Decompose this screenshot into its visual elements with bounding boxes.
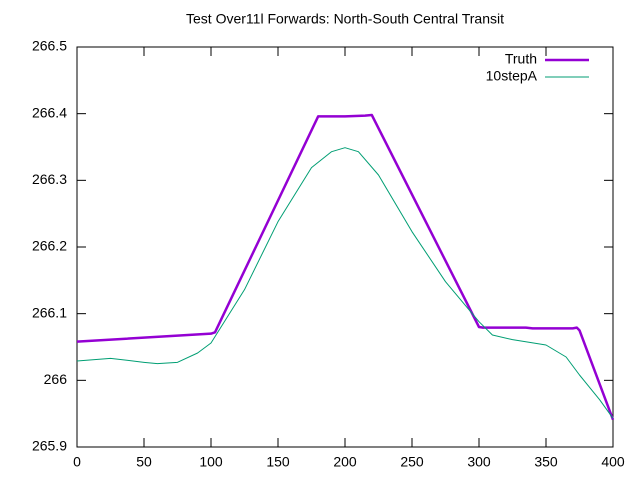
x-tick-label: 0 <box>73 454 81 470</box>
chart-title: Test Over11l Forwards: North-South Centr… <box>186 11 504 27</box>
x-tick-label: 350 <box>534 454 558 470</box>
y-tick-label: 265.9 <box>32 438 67 454</box>
x-tick-label: 100 <box>199 454 223 470</box>
y-tick-label: 266.2 <box>32 238 67 254</box>
x-tick-label: 300 <box>467 454 491 470</box>
x-tick-label: 250 <box>400 454 424 470</box>
y-tick-label: 266.5 <box>32 38 67 54</box>
y-tick-label: 266 <box>44 371 68 387</box>
x-tick-label: 150 <box>266 454 290 470</box>
x-tick-label: 50 <box>136 454 152 470</box>
x-tick-label: 400 <box>601 454 625 470</box>
x-tick-label: 200 <box>333 454 357 470</box>
series-line <box>76 113 615 421</box>
y-tick-label: 266.3 <box>32 171 67 187</box>
series-line <box>76 147 614 419</box>
plot-border <box>76 46 614 448</box>
y-tick-label: 266.4 <box>32 104 67 120</box>
y-tick-label: 266.1 <box>32 304 67 320</box>
legend-label: 10stepA <box>486 68 538 84</box>
legend-label: Truth <box>505 51 537 67</box>
